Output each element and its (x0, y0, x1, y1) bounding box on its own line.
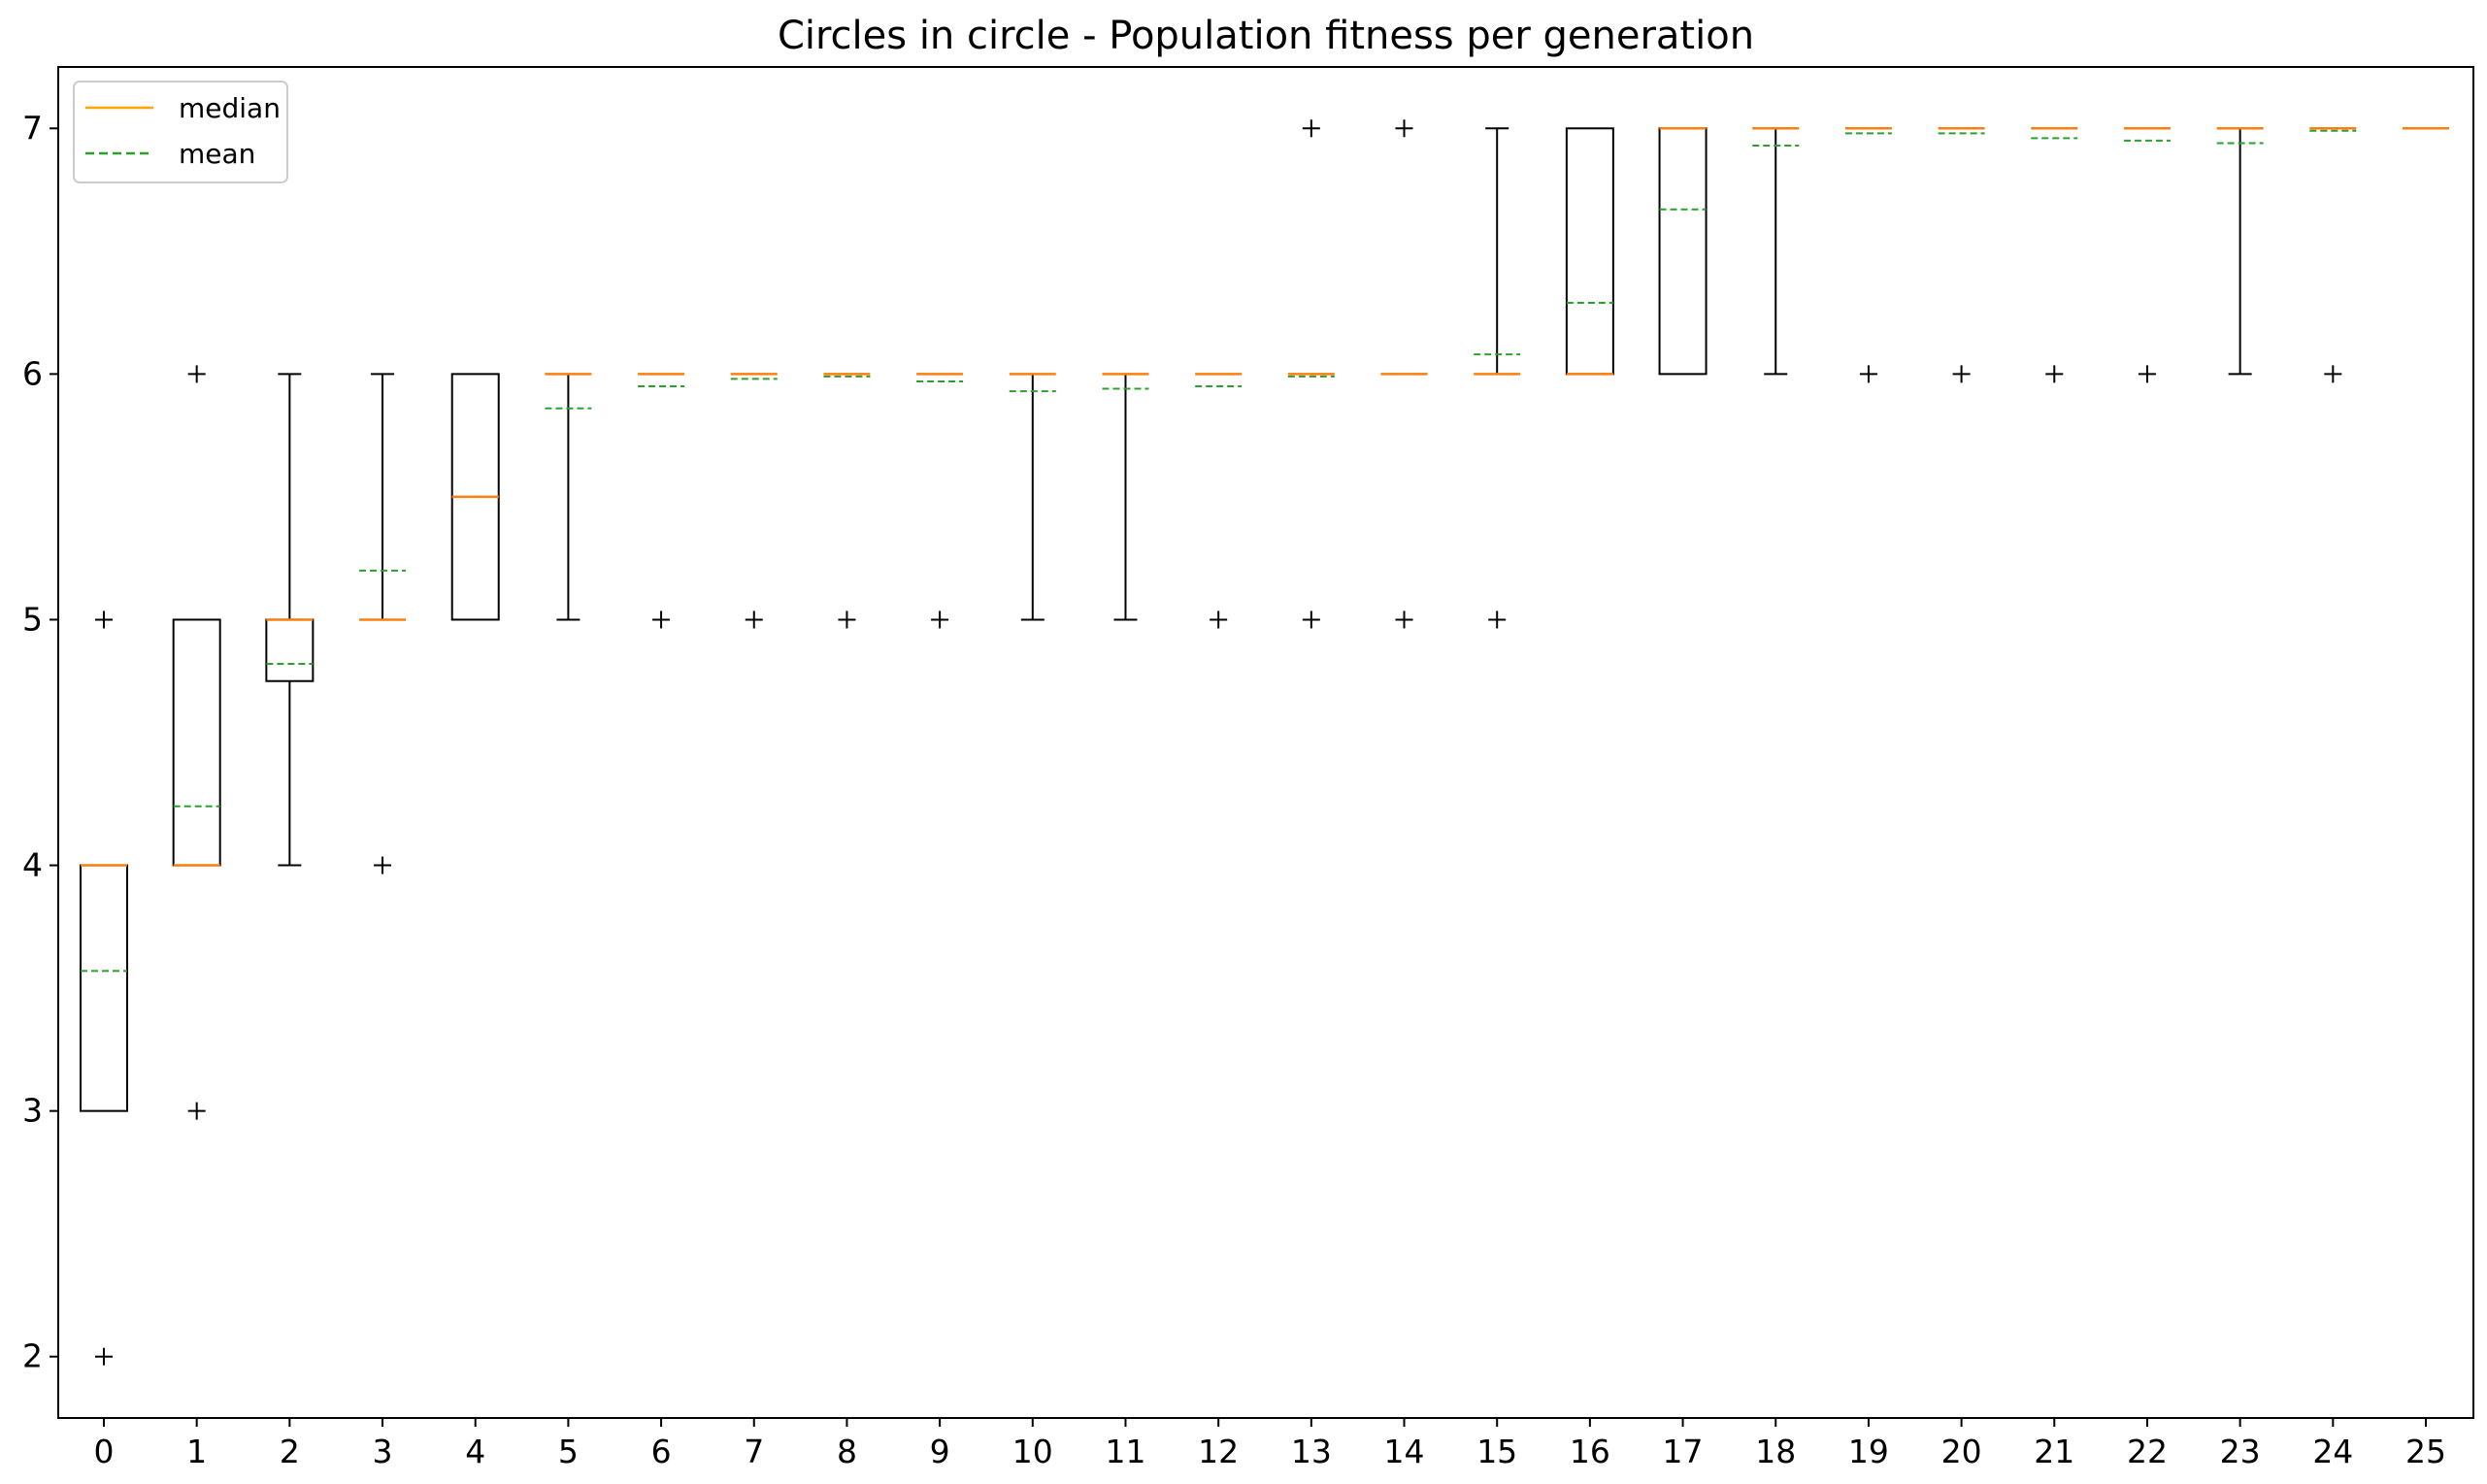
box-gen-1 (172, 365, 221, 1120)
x-tick-label: 16 (1570, 1433, 1610, 1470)
x-tick-label: 18 (1755, 1433, 1796, 1470)
flier-marker (1395, 119, 1413, 138)
flier-marker (2324, 365, 2342, 383)
flier-marker (1302, 119, 1320, 138)
y-tick-label: 2 (22, 1337, 43, 1375)
box-gen-8 (823, 373, 871, 629)
legend: median mean (73, 81, 288, 183)
x-tick-label: 23 (2220, 1433, 2261, 1470)
box-gen-4 (450, 373, 500, 621)
x-tick-label: 13 (1291, 1433, 1332, 1470)
flier-marker (1210, 610, 1228, 629)
x-tick-label: 21 (2034, 1433, 2074, 1470)
box-gen-16 (1565, 127, 1614, 376)
x-tick-label: 6 (651, 1433, 672, 1470)
box-gen-7 (730, 373, 778, 629)
flier-marker (652, 610, 671, 629)
flier-marker (187, 365, 206, 383)
x-tick-label: 19 (1848, 1433, 1889, 1470)
box-gen-2 (265, 373, 315, 867)
box-gen-19 (1844, 127, 1892, 383)
x-tick-label: 9 (930, 1433, 950, 1470)
x-tick-label: 25 (2405, 1433, 2446, 1470)
flier-marker (745, 610, 763, 629)
plot-frame (57, 66, 2474, 1419)
flier-marker (2045, 365, 2064, 383)
y-tick-label: 7 (22, 109, 43, 147)
flier-marker (95, 1347, 113, 1366)
box-gen-21 (2031, 127, 2078, 383)
x-tick-label: 20 (1941, 1433, 1982, 1470)
plot-area (80, 119, 2449, 1366)
x-tick-label: 2 (280, 1433, 300, 1470)
flier-marker (95, 610, 113, 629)
x-tick-label: 8 (837, 1433, 857, 1470)
box-gen-12 (1195, 373, 1243, 629)
flier-marker (374, 856, 392, 874)
x-tick-label: 4 (465, 1433, 485, 1470)
y-tick-label: 3 (22, 1092, 43, 1130)
box-gen-17 (1658, 127, 1708, 376)
x-tick-label: 22 (2127, 1433, 2168, 1470)
box-gen-22 (2123, 127, 2171, 383)
flier-marker (1859, 365, 1877, 383)
axes: 0 1 2 3 4 5 6 7 8 9 10 11 12 13 14 15 16 17 18 19 20 21 22 23 24… (22, 109, 2446, 1470)
x-tick-label: 14 (1384, 1433, 1425, 1470)
box-gen-6 (638, 373, 685, 629)
box-gen-0 (80, 610, 128, 1366)
y-tick-label: 6 (22, 354, 43, 392)
flier-marker (2138, 365, 2156, 383)
x-tick-label: 11 (1105, 1433, 1145, 1470)
flier-marker (838, 610, 856, 629)
x-tick-label: 17 (1663, 1433, 1704, 1470)
flier-marker (1302, 610, 1320, 629)
box-gen-3 (359, 373, 407, 874)
box-gen-18 (1752, 127, 1800, 376)
flier-marker (1488, 610, 1507, 629)
y-tick-label: 4 (22, 846, 43, 884)
flier-marker (1395, 610, 1413, 629)
box-gen-15 (1474, 127, 1521, 629)
legend-mean-label: mean (179, 138, 255, 170)
box-gen-24 (2309, 127, 2357, 383)
legend-median-label: median (179, 92, 281, 124)
flier-marker (931, 610, 949, 629)
x-tick-label: 5 (558, 1433, 579, 1470)
flier-marker (187, 1102, 206, 1120)
box-gen-10 (1009, 373, 1056, 621)
box-gen-14 (1380, 119, 1428, 629)
box-gen-11 (1102, 373, 1149, 621)
x-tick-label: 0 (94, 1433, 115, 1470)
box-gen-5 (545, 373, 592, 621)
box-gen-23 (2216, 127, 2264, 376)
box-gen-20 (1938, 127, 1985, 383)
box-gen-9 (916, 373, 964, 629)
x-tick-label: 15 (1476, 1433, 1517, 1470)
x-tick-label: 7 (744, 1433, 764, 1470)
y-tick-label: 5 (22, 600, 43, 638)
x-tick-label: 3 (373, 1433, 393, 1470)
box-gen-13 (1287, 119, 1335, 629)
flier-marker (1952, 365, 1971, 383)
x-tick-label: 12 (1198, 1433, 1239, 1470)
x-tick-label: 10 (1012, 1433, 1053, 1470)
x-tick-label: 1 (186, 1433, 207, 1470)
chart-title: Circles in circle - Population fitness p… (778, 14, 1754, 58)
x-tick-label: 24 (2312, 1433, 2353, 1470)
